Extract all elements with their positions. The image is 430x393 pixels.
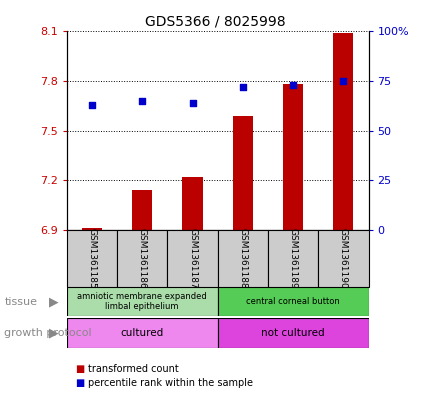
Point xyxy=(239,84,246,90)
Text: GSM1361185: GSM1361185 xyxy=(87,228,96,289)
Bar xyxy=(317,230,368,287)
Bar xyxy=(217,318,368,348)
Text: GSM1361188: GSM1361188 xyxy=(238,228,247,289)
Text: GSM1361186: GSM1361186 xyxy=(138,228,146,289)
Text: GSM1361189: GSM1361189 xyxy=(288,228,297,289)
Text: ▶: ▶ xyxy=(49,295,58,308)
Bar xyxy=(267,230,317,287)
Bar xyxy=(67,318,217,348)
Text: amniotic membrane expanded
limbal epithelium: amniotic membrane expanded limbal epithe… xyxy=(77,292,207,311)
Point xyxy=(339,78,346,84)
Bar xyxy=(82,228,102,230)
Point xyxy=(138,98,145,104)
Text: ■: ■ xyxy=(75,378,84,388)
Text: GSM1361187: GSM1361187 xyxy=(187,228,197,289)
Text: ■: ■ xyxy=(75,364,84,374)
Text: transformed count: transformed count xyxy=(88,364,179,374)
Point xyxy=(88,102,95,108)
Bar xyxy=(332,33,353,230)
Bar xyxy=(117,230,167,287)
Bar xyxy=(217,287,368,316)
Text: ▶: ▶ xyxy=(49,327,58,340)
Text: cultured: cultured xyxy=(120,328,163,338)
Point xyxy=(189,100,196,106)
Point xyxy=(289,82,296,88)
Bar xyxy=(67,230,117,287)
Text: GDS5366 / 8025998: GDS5366 / 8025998 xyxy=(145,15,285,29)
Bar xyxy=(283,84,302,230)
Bar xyxy=(232,116,252,230)
Bar xyxy=(217,230,267,287)
Text: growth protocol: growth protocol xyxy=(4,328,92,338)
Text: percentile rank within the sample: percentile rank within the sample xyxy=(88,378,253,388)
Bar xyxy=(67,287,217,316)
Bar xyxy=(182,177,202,230)
Text: central corneal button: central corneal button xyxy=(246,297,339,306)
Bar xyxy=(167,230,217,287)
Text: tissue: tissue xyxy=(4,297,37,307)
Text: GSM1361190: GSM1361190 xyxy=(338,228,347,289)
Bar xyxy=(132,190,152,230)
Text: not cultured: not cultured xyxy=(261,328,324,338)
